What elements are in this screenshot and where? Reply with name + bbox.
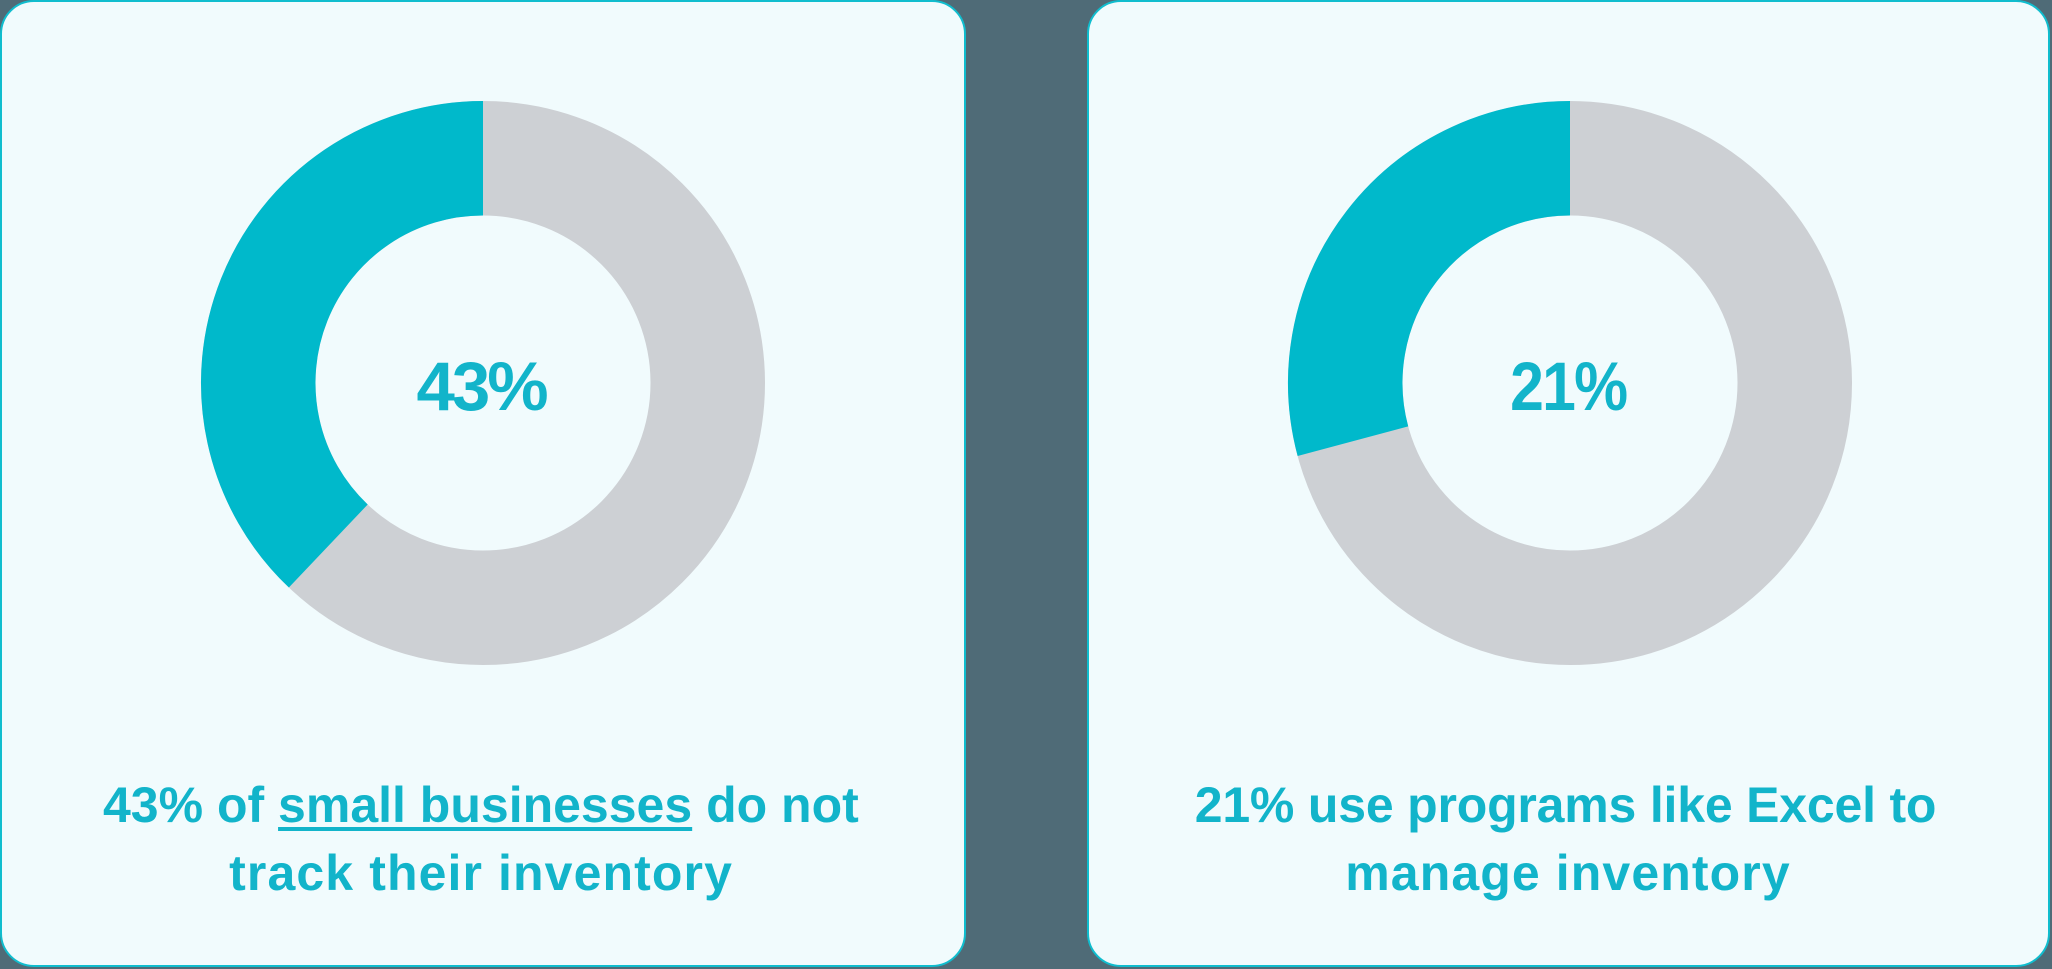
svg-text:43%: 43% <box>416 348 547 425</box>
svg-text:21%: 21% <box>1510 347 1627 425</box>
